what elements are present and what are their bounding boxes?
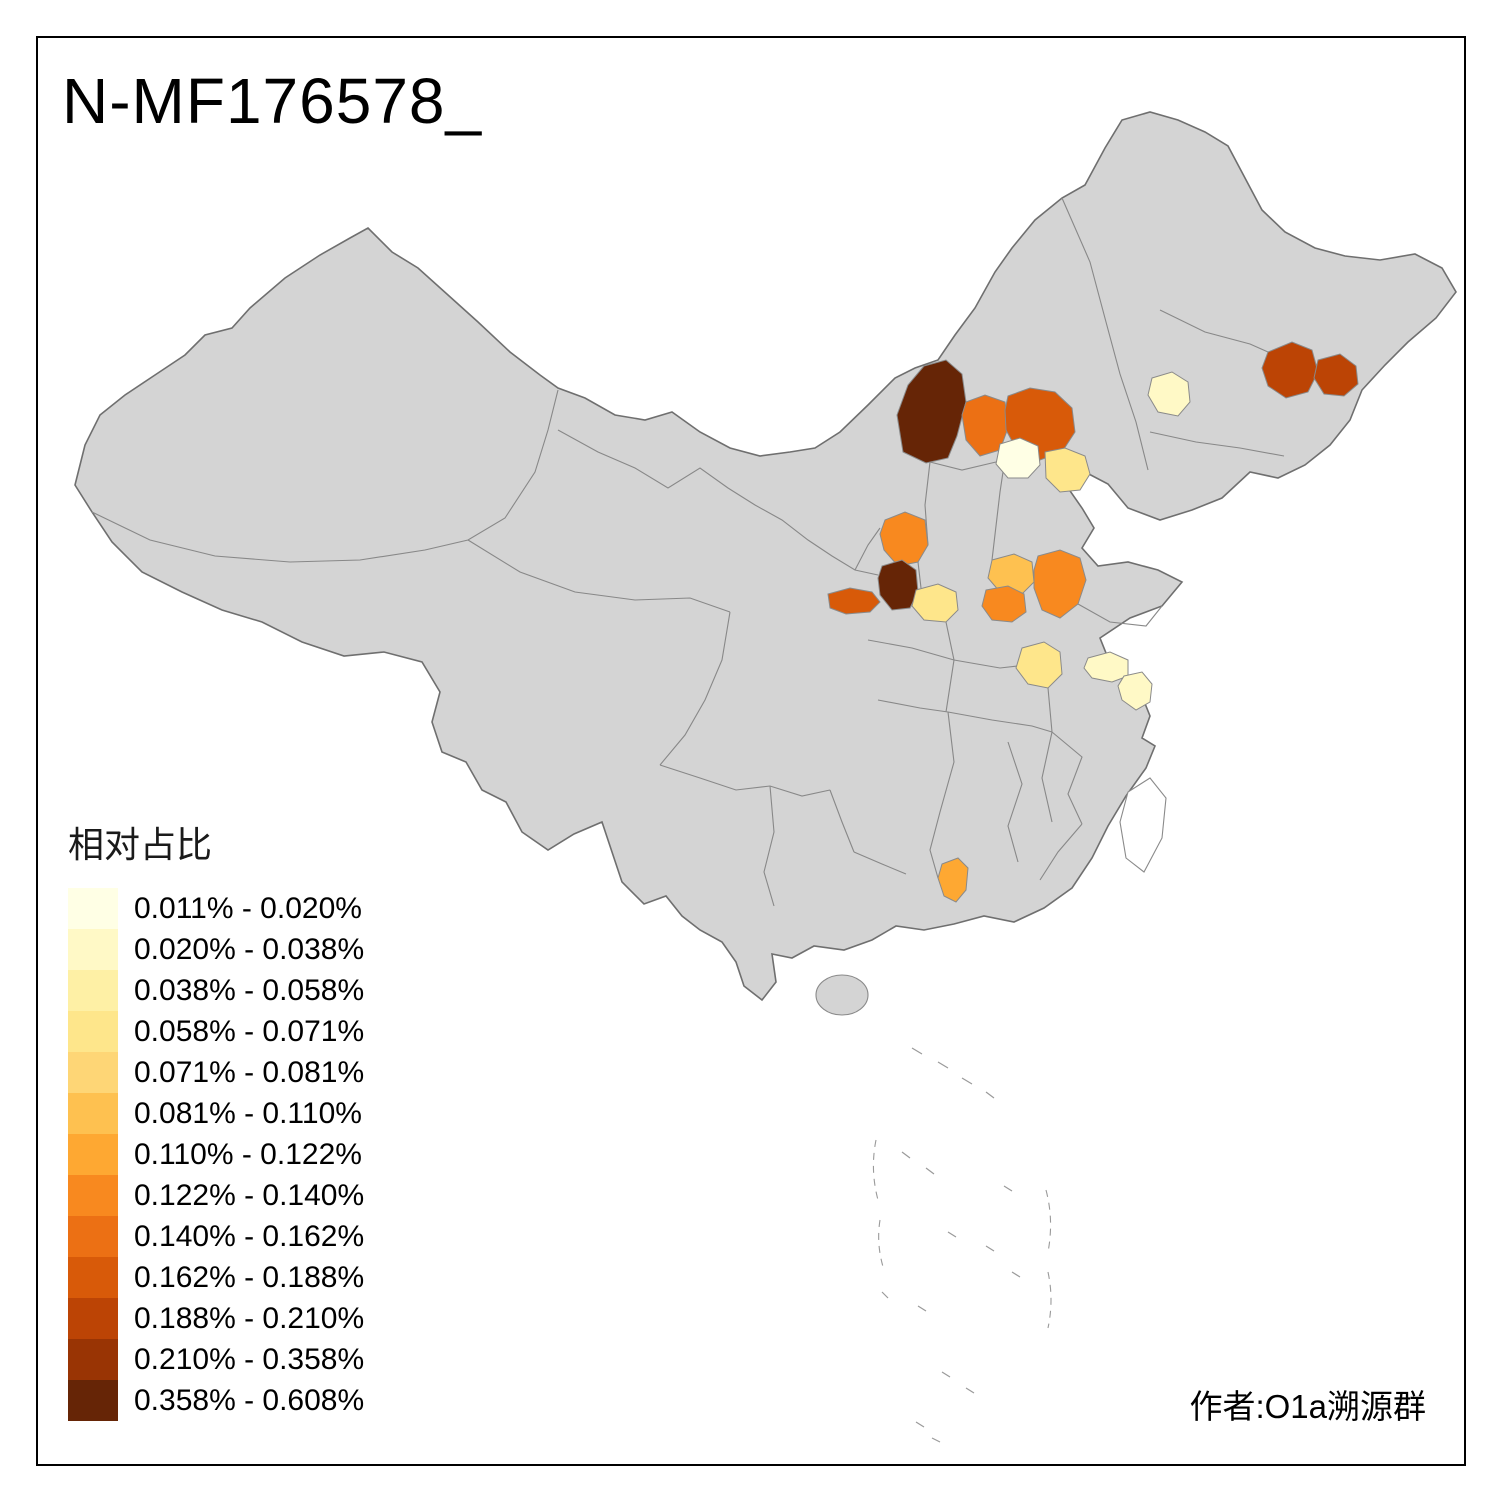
legend-item: 0.188% - 0.210% — [68, 1298, 364, 1339]
legend-label: 0.122% - 0.140% — [134, 1178, 365, 1212]
mainland-shape — [74, 111, 1457, 1002]
legend-item: 0.081% - 0.110% — [68, 1093, 364, 1134]
legend-label: 0.071% - 0.081% — [134, 1055, 365, 1089]
legend-title: 相对占比 — [68, 824, 213, 865]
plot-border — [36, 36, 1466, 1466]
choropleth-region — [937, 857, 969, 903]
legend-item: 0.020% - 0.038% — [68, 929, 364, 970]
legend-item: 0.358% - 0.608% — [68, 1380, 364, 1421]
choropleth-region — [1015, 641, 1063, 689]
legend-item: 0.140% - 0.162% — [68, 1216, 364, 1257]
hainan-island — [815, 974, 869, 1016]
legend-swatch — [68, 1339, 118, 1380]
legend-item: 0.110% - 0.122% — [68, 1134, 364, 1175]
legend-swatch — [68, 1257, 118, 1298]
legend-label: 0.058% - 0.071% — [134, 1014, 365, 1048]
legend-label: 0.011% - 0.020% — [134, 891, 362, 925]
legend-label: 0.188% - 0.210% — [134, 1301, 365, 1335]
legend-label: 0.081% - 0.110% — [134, 1096, 362, 1130]
legend: 相对占比 0.011% - 0.020% 0.020% - 0.038% 0.0… — [68, 816, 364, 1421]
choropleth-region — [827, 587, 881, 615]
legend-item: 0.038% - 0.058% — [68, 970, 364, 1011]
legend-swatch — [68, 929, 118, 970]
legend-swatch — [68, 1380, 118, 1421]
legend-swatch — [68, 1175, 118, 1216]
legend-item: 0.071% - 0.081% — [68, 1052, 364, 1093]
legend-item: 0.210% - 0.358% — [68, 1339, 364, 1380]
legend-label: 0.162% - 0.188% — [134, 1260, 365, 1294]
choropleth-region — [911, 583, 959, 623]
legend-swatch — [68, 1093, 118, 1134]
legend-swatch — [68, 888, 118, 929]
choropleth-region — [1147, 371, 1191, 417]
legend-item: 0.058% - 0.071% — [68, 1011, 364, 1052]
legend-label: 0.140% - 0.162% — [134, 1219, 365, 1253]
legend-swatch — [68, 1134, 118, 1175]
legend-item: 0.162% - 0.188% — [68, 1257, 364, 1298]
legend-swatch — [68, 1052, 118, 1093]
choropleth-region — [1313, 353, 1359, 397]
choropleth-region — [1117, 671, 1153, 711]
choropleth-region — [879, 511, 929, 567]
legend-swatch — [68, 1298, 118, 1339]
south-china-sea-islands — [881, 1047, 1021, 1443]
legend-swatch — [68, 970, 118, 1011]
choropleth-region — [987, 553, 1035, 595]
choropleth-region — [1033, 549, 1087, 619]
legend-label: 0.210% - 0.358% — [134, 1342, 365, 1376]
sea-boundary-dashes — [872, 1139, 1052, 1329]
legend-swatch — [68, 1011, 118, 1052]
legend-item: 0.122% - 0.140% — [68, 1175, 364, 1216]
taiwan-island — [1119, 777, 1167, 873]
legend-label: 0.358% - 0.608% — [134, 1383, 365, 1417]
choropleth-region — [896, 359, 967, 464]
legend-label: 0.020% - 0.038% — [134, 932, 365, 966]
choropleth-region — [877, 559, 919, 611]
province-boundaries — [91, 197, 1285, 907]
legend-item: 0.011% - 0.020% — [68, 888, 364, 929]
choropleth-region — [995, 437, 1041, 479]
legend-label: 0.110% - 0.122% — [134, 1137, 362, 1171]
legend-label: 0.038% - 0.058% — [134, 973, 365, 1007]
choropleth-region — [981, 585, 1027, 623]
legend-swatch — [68, 1216, 118, 1257]
author-credit: 作者:O1a溯源群 — [1189, 1388, 1426, 1425]
choropleth-region — [1083, 651, 1129, 683]
choropleth-region — [1261, 341, 1319, 399]
choropleth-region — [1044, 447, 1091, 493]
page-title: N-MF176578_ — [62, 65, 483, 137]
